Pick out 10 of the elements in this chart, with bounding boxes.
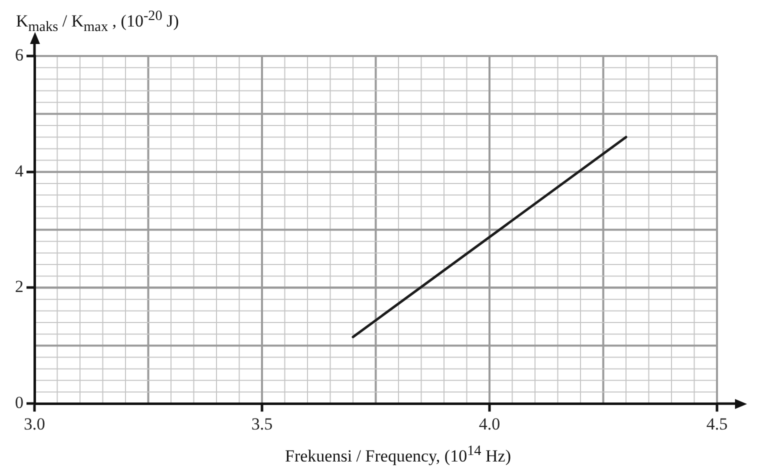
x-axis-title: Frekuensi / Frequency, (10$^{14}$ Hz) bbox=[284, 443, 512, 467]
y-tick-label: 4 bbox=[15, 161, 24, 180]
y-axis-title: K$_{maks}$ / K$_{max}$ , (10$^{-20}$ J) bbox=[16, 8, 179, 36]
x-tick-label: 3.5 bbox=[251, 414, 273, 434]
y-tick-label: 0 bbox=[15, 393, 24, 412]
x-tick-label: 3.0 bbox=[24, 414, 46, 434]
y-tick-label: 6 bbox=[15, 45, 24, 64]
y-tick-label: 2 bbox=[15, 277, 24, 296]
x-tick-label: 4.0 bbox=[478, 414, 500, 434]
x-tick-label: 4.5 bbox=[706, 414, 728, 434]
